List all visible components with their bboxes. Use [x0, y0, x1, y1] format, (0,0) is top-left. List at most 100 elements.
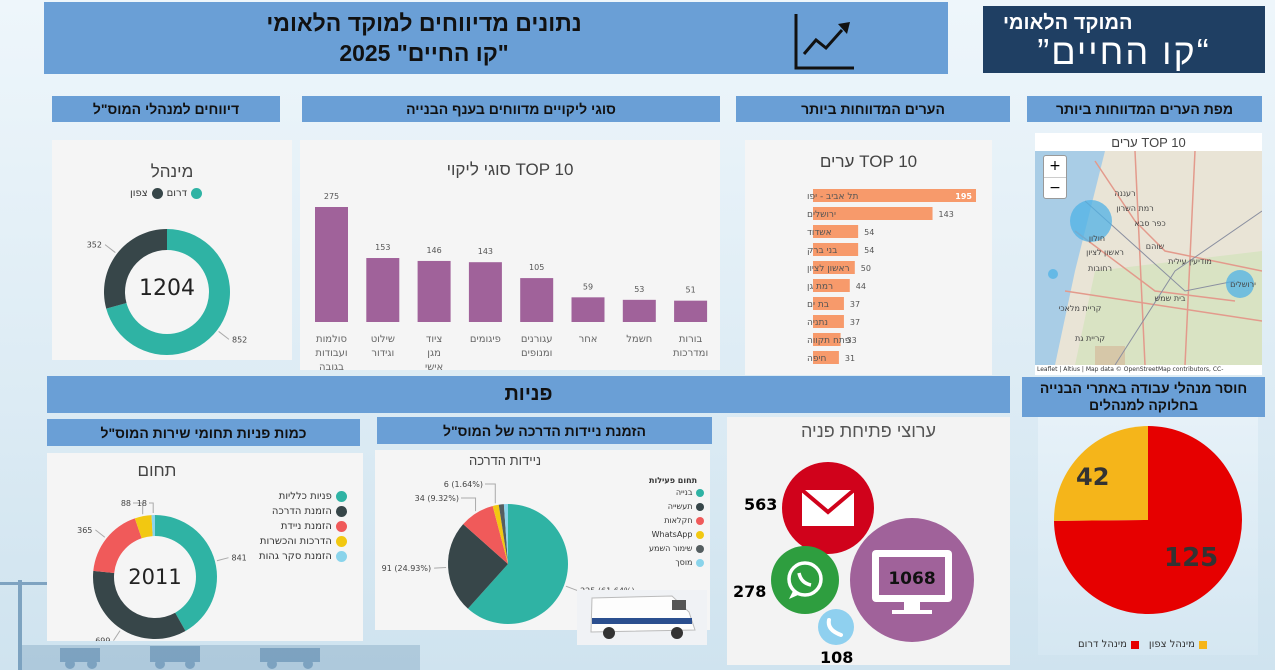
legend-label: שימור השמע	[649, 544, 693, 553]
map-zoom-in-button[interactable]: +	[1044, 156, 1066, 178]
legend-dot	[696, 516, 705, 525]
map-label: קריית מלאכי	[1059, 304, 1102, 313]
construction-silhouette	[0, 580, 420, 670]
legend-dot-south	[191, 188, 203, 199]
cities-map-panel[interactable]: TOP 10 ערים רעננה רמת השרון כפר סבא חולו…	[1035, 133, 1262, 375]
data-label: 699	[95, 637, 110, 641]
legend-label: תעשייה	[667, 502, 693, 511]
leader-line	[149, 502, 154, 514]
bar	[366, 258, 400, 322]
legend-label: WhatsApp	[651, 530, 693, 539]
legend-item: WhatsApp	[649, 530, 705, 539]
missing-managers-panel: 42 125 מינהל צפון מינהל דרום	[1038, 417, 1258, 655]
legend-item: הדרכות והכשרות	[259, 536, 347, 547]
bar	[813, 261, 855, 274]
bar	[674, 300, 708, 322]
bar	[813, 351, 839, 364]
bar	[520, 278, 554, 322]
bar-category-label: פתח תקווה	[807, 336, 851, 346]
bar-category-label: ומנופים	[521, 348, 552, 359]
mobile-units-panel: ניידות הדרכה 225 (61.64%)91 (24.93%)34 (…	[375, 450, 710, 645]
map-marker-jerusalem[interactable]	[1226, 270, 1254, 298]
bar-category-label: בורות	[679, 334, 703, 345]
bar-category-label: רמת גן	[807, 282, 833, 292]
section-header-mobile-units: הזמנת ניידות הדרכה של המוס"ל	[377, 417, 712, 444]
map-canvas[interactable]: רעננה רמת השרון כפר סבא חולון שוהם ראשון…	[1035, 151, 1262, 365]
chart-title: מינהל	[150, 162, 194, 181]
south-value: 125	[1164, 543, 1219, 573]
chart-title: TOP 10 ערים	[819, 152, 918, 171]
slice	[467, 504, 568, 624]
channels-bubbles	[771, 462, 974, 645]
map-label: ירושלים	[1230, 280, 1256, 289]
slice	[1054, 426, 1148, 521]
header-banner: נתונים מדיווחים למוקד הלאומי "קו החיים" …	[44, 2, 948, 74]
legend-item: שימור השמע	[649, 544, 705, 553]
legend-label: הזמנת ניידת	[280, 521, 332, 532]
slice	[503, 504, 508, 564]
bar-value: 195	[955, 192, 972, 201]
slice	[106, 229, 230, 355]
bar-category-label: ציוד	[426, 334, 442, 345]
data-label: 852	[232, 335, 247, 344]
bar-category-label: סולמות	[316, 334, 347, 345]
managers-donut-chart: 852 352	[87, 229, 247, 355]
legend-label: הדרכות והכשרות	[259, 536, 332, 547]
channels-panel: ערוצי פתיחת פניה 563 278 1068 108	[727, 417, 1010, 667]
email-count: 563	[744, 495, 778, 514]
legend-swatch-south	[1130, 640, 1139, 649]
map-label: שוהם	[1146, 242, 1165, 251]
slice	[151, 515, 155, 537]
title-line-2: "קו החיים" 2025	[339, 40, 509, 66]
slice	[104, 229, 167, 309]
page-title: נתונים מדיווחים למוקד הלאומי "קו החיים" …	[44, 8, 804, 68]
leader-line	[218, 331, 230, 340]
section-header-map: מפת הערים המדווחות ביותר	[1027, 96, 1262, 122]
donut-total: 1204	[139, 276, 195, 301]
bar-value: 37	[850, 318, 860, 327]
bar-value: 105	[529, 263, 544, 272]
bar	[813, 279, 850, 292]
legend-north: צפון	[130, 188, 148, 199]
map-marker-ashdod[interactable]	[1048, 269, 1058, 279]
legend-swatch-north	[1198, 640, 1207, 649]
legend-item: חקלאות	[649, 516, 705, 525]
bar-value: 53	[634, 285, 644, 294]
service-areas-donut-chart: 841 699 365 88 18	[77, 499, 247, 641]
slice	[463, 505, 508, 564]
whatsapp-count: 278	[733, 582, 767, 601]
legend-item: הזמנת הדרכה	[259, 506, 347, 517]
bar	[468, 262, 502, 322]
legend-dot	[696, 558, 705, 567]
logo: המוקד הלאומי “קו החיים”	[983, 6, 1265, 73]
bar	[315, 207, 348, 322]
data-label: 6 (1.64%)	[444, 480, 483, 489]
slice	[93, 518, 142, 573]
bar-category-label: חשמל	[626, 334, 652, 345]
bar-value: 31	[845, 354, 855, 363]
data-label: 88	[121, 499, 131, 508]
leader-line	[104, 244, 116, 253]
legend-item: מוסך	[649, 558, 705, 567]
bar-value: 54	[864, 228, 874, 237]
map-marker-tel-aviv[interactable]	[1070, 200, 1112, 242]
map-title: TOP 10 ערים	[1111, 135, 1186, 150]
chart-title: TOP 10 סוגי ליקוי	[446, 160, 574, 179]
map-label: רחובות	[1088, 264, 1112, 273]
legend: מינהל צפון מינהל דרום	[1078, 639, 1207, 650]
bar-value: 50	[861, 264, 871, 273]
bar-category-label: ירושלים	[807, 210, 836, 220]
map-label: מודיעין עילית	[1168, 257, 1212, 266]
bar-value: 146	[426, 246, 441, 255]
bar-value: 275	[324, 192, 339, 201]
legend-item: הזמנת ניידת	[259, 521, 347, 532]
map-attribution[interactable]: Leaflet | Altius | Map data © OpenStreet…	[1037, 366, 1224, 373]
slice	[448, 524, 508, 609]
mobile-units-pie-chart: 225 (61.64%)91 (24.93%)34 (9.32%)6 (1.64…	[382, 480, 635, 624]
bar-category-label: אשדוד	[807, 228, 832, 238]
mobile-unit-van-image	[577, 590, 707, 645]
map-zoom-out-button[interactable]: −	[1049, 180, 1061, 196]
bar-category-label: ומדרכות	[673, 348, 708, 359]
bar-value: 143	[939, 210, 954, 219]
data-label: 352	[87, 241, 102, 250]
